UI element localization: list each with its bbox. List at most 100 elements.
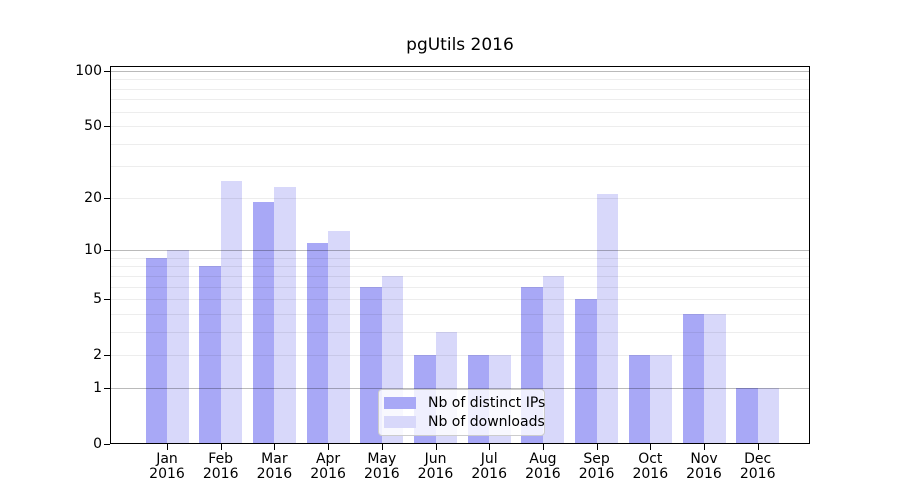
x-tick-label-apr: Apr 2016 [300, 452, 356, 482]
axis-spine-right [809, 66, 810, 444]
gridline-minor [110, 126, 810, 128]
x-tick [489, 444, 491, 450]
bar-sep-nb-of-downloads [596, 194, 619, 444]
x-tick-label-month: Apr [315, 451, 341, 467]
bar-mar-nb-of-distinct-ips [252, 201, 275, 444]
bar-jan-nb-of-distinct-ips [145, 257, 167, 444]
x-tick-label-year: 2016 [471, 466, 507, 482]
x-tick-label-year: 2016 [417, 466, 454, 482]
gridline-minor [110, 257, 810, 259]
y-tick-label-2: 2 [93, 347, 102, 364]
legend-label-nb-of-distinct-ips: Nb of distinct IPs [428, 395, 546, 412]
x-tick [435, 444, 437, 450]
x-tick-label-oct: Oct 2016 [622, 452, 678, 482]
x-tick-label-feb: Feb 2016 [193, 452, 249, 482]
x-tick [650, 444, 652, 450]
x-tick-label-month: Aug [529, 451, 557, 467]
y-tick-label-50: 50 [84, 118, 102, 135]
y-tick [104, 70, 110, 72]
y-tick-label-0: 0 [93, 436, 102, 452]
gridline-minor [110, 275, 810, 277]
gridline-minor [110, 88, 810, 90]
gridline-minor [110, 331, 810, 333]
legend-label-nb-of-downloads: Nb of downloads [428, 413, 545, 430]
gridline-minor [110, 166, 810, 168]
x-tick-label-year: 2016 [256, 466, 293, 482]
bar-apr-nb-of-distinct-ips [306, 243, 329, 444]
x-tick-label-month: Dec [744, 451, 772, 467]
x-tick-label-year: 2016 [149, 466, 185, 482]
x-tick-label-month: Jul [480, 451, 498, 467]
x-tick-label-jun: Jun 2016 [408, 452, 464, 482]
bar-dec-nb-of-downloads [757, 387, 780, 444]
x-tick-label-nov: Nov 2016 [676, 452, 732, 482]
x-tick [274, 444, 276, 450]
y-tick-label-10: 10 [84, 242, 102, 259]
x-tick [757, 444, 759, 450]
gridline-minor [110, 299, 810, 301]
axis-spine-left [110, 66, 111, 444]
x-tick-label-month: Nov [690, 451, 718, 467]
bar-nov-nb-of-distinct-ips [682, 313, 704, 444]
gridline-minor [110, 111, 810, 113]
y-tick [104, 299, 110, 301]
axis-spine-top [110, 66, 810, 67]
gridline-minor [110, 143, 810, 145]
y-tick-label-5: 5 [93, 291, 102, 308]
bar-feb-nb-of-distinct-ips [199, 266, 221, 444]
x-tick-label-dec: Dec 2016 [730, 452, 786, 482]
bar-apr-nb-of-downloads [328, 230, 350, 444]
bar-aug-nb-of-downloads [542, 275, 565, 444]
x-tick-label-mar: Mar 2016 [246, 452, 302, 482]
bar-mar-nb-of-downloads [274, 187, 296, 444]
gridline-minor [110, 266, 810, 268]
y-tick-label-20: 20 [84, 189, 102, 206]
x-tick-label-month: Jun [424, 451, 447, 467]
x-tick-label-month: Mar [261, 451, 288, 467]
gridline-minor [110, 286, 810, 288]
bar-oct-nb-of-downloads [650, 355, 672, 444]
bar-feb-nb-of-downloads [220, 180, 243, 444]
x-tick-label-aug: Aug 2016 [515, 452, 571, 482]
legend: Nb of distinct IPs Nb of downloads [378, 389, 545, 436]
gridline-major [110, 387, 810, 389]
y-tick-label-1: 1 [93, 379, 102, 396]
gridline-minor [110, 197, 810, 199]
gridline-minor [110, 355, 810, 357]
x-tick-label-month: Jan [156, 451, 178, 467]
x-tick-label-jan: Jan 2016 [139, 452, 195, 482]
y-tick [104, 387, 110, 389]
x-tick [220, 444, 222, 450]
gridline-major [110, 250, 810, 252]
bar-may-nb-of-distinct-ips [360, 286, 382, 444]
bar-jan-nb-of-downloads [167, 250, 189, 444]
y-tick [104, 355, 110, 357]
bar-dec-nb-of-distinct-ips [736, 387, 758, 444]
y-tick [104, 126, 110, 128]
legend-swatch-nb-of-downloads [384, 415, 416, 428]
x-tick-label-year: 2016 [363, 466, 400, 482]
bar-nov-nb-of-downloads [704, 313, 726, 444]
gridline-minor [110, 79, 810, 81]
x-tick [542, 444, 544, 450]
x-tick-label-year: 2016 [632, 466, 669, 482]
y-tick [104, 444, 110, 445]
x-tick-label-month: Feb [208, 451, 234, 467]
x-tick-label-month: May [367, 451, 397, 467]
x-tick-label-month: Oct [638, 451, 663, 467]
x-tick [328, 444, 330, 450]
y-tick [104, 250, 110, 252]
x-tick [596, 444, 598, 450]
gridline-minor [110, 99, 810, 101]
y-tick-label-100: 100 [75, 63, 102, 79]
bar-sep-nb-of-distinct-ips [575, 299, 597, 444]
x-tick-label-year: 2016 [686, 466, 722, 482]
y-tick [104, 197, 110, 199]
x-tick [167, 444, 168, 450]
legend-item-nb-of-distinct-ips: Nb of distinct IPs [384, 394, 545, 413]
x-tick-label-year: 2016 [739, 466, 776, 482]
legend-item-nb-of-downloads: Nb of downloads [384, 413, 545, 432]
chart-title: pgUtils 2016 [406, 35, 514, 55]
x-tick-label-sep: Sep 2016 [569, 452, 625, 482]
